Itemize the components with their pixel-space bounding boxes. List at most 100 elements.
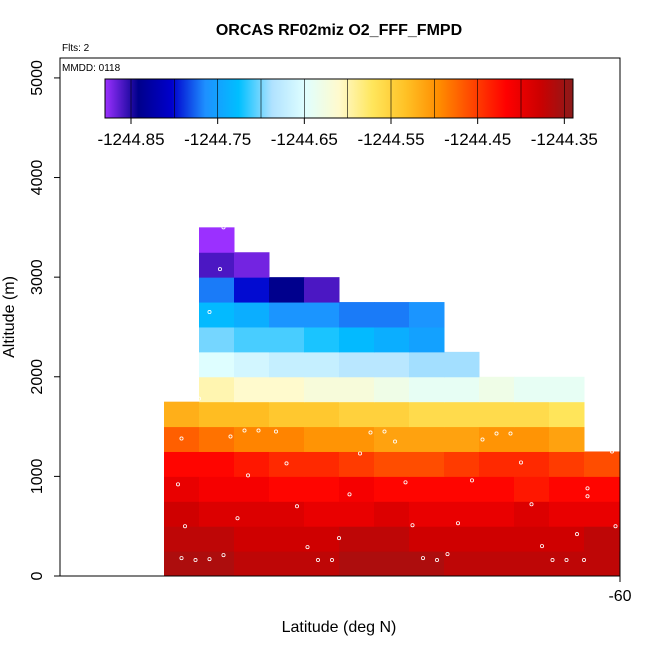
heatmap-cell: [374, 501, 410, 527]
sample-point: [305, 545, 310, 550]
heatmap-cell: [304, 277, 340, 303]
heatmap-cell: [444, 501, 480, 527]
sample-point: [420, 556, 425, 561]
heatmap-cell: [374, 526, 410, 552]
heatmap-cell: [444, 351, 480, 378]
sample-point: [245, 473, 250, 478]
heatmap-cell: [339, 551, 375, 577]
heatmap-cell: [549, 426, 585, 452]
heatmap-cell: [339, 302, 375, 328]
heatmap-cell: [339, 326, 375, 353]
heatmap-cell: [234, 551, 270, 577]
heatmap-cell: [409, 501, 445, 527]
sample-point: [242, 428, 247, 433]
heatmap-cell: [584, 551, 620, 577]
heatmap-cell: [409, 551, 445, 577]
heatmap-cell: [164, 501, 200, 527]
sample-point: [179, 436, 184, 441]
sample-point: [221, 225, 226, 230]
heatmap-cell: [234, 501, 270, 527]
heatmap-cell: [304, 376, 340, 403]
sample-point: [382, 429, 387, 434]
heatmap-cell: [304, 526, 340, 552]
heatmap-cell: [514, 401, 550, 428]
heatmap-cell: [269, 426, 305, 452]
heatmap-cell: [374, 351, 410, 378]
heatmap-cell: [339, 401, 375, 428]
sample-point: [392, 439, 397, 444]
colorbar-tick-label: -1244.75: [184, 130, 251, 149]
y-tick-label: 2000: [29, 359, 46, 395]
heatmap-cell: [374, 326, 410, 353]
sample-point: [610, 449, 615, 454]
sample-point: [273, 429, 278, 434]
sample-point: [508, 431, 513, 436]
y-tick-label: 3000: [29, 259, 46, 295]
heatmap-cell: [269, 351, 305, 378]
heatmap-cell: [234, 351, 270, 378]
heatmap-cell: [234, 476, 270, 502]
heatmap-cell: [234, 426, 270, 452]
sample-point: [529, 502, 534, 507]
heatmap-cell: [199, 252, 235, 278]
heatmap-cell: [164, 451, 200, 477]
heatmap-cell: [444, 476, 480, 502]
heatmap-cell: [269, 526, 305, 552]
heatmap-cell: [234, 401, 270, 428]
sample-point: [561, 351, 566, 356]
heatmap-cell: [514, 426, 550, 452]
heatmap-cell: [234, 277, 270, 303]
heatmap-cell: [199, 526, 235, 552]
sample-point: [207, 310, 212, 315]
heatmap-cell: [444, 426, 480, 452]
sample-point: [550, 558, 555, 563]
heatmap-cell: [269, 302, 305, 328]
y-tick-label: 5000: [29, 60, 46, 96]
x-tick-label: -60: [608, 588, 631, 605]
heatmap-cell: [164, 476, 200, 502]
heatmap-cell: [549, 376, 585, 403]
heatmap-cell: [549, 476, 585, 502]
sample-point: [235, 516, 240, 521]
heatmap-cell: [374, 451, 410, 477]
sample-point: [469, 478, 474, 483]
heatmap-cell: [269, 551, 305, 577]
sample-point: [613, 524, 618, 529]
x-axis-label: Latitude (deg N): [282, 619, 397, 636]
sample-point: [403, 480, 408, 485]
sample-point: [315, 558, 320, 563]
heatmap-cell: [549, 451, 585, 477]
heatmap-cell: [479, 426, 515, 452]
heatmap-cell: [339, 426, 375, 452]
chart-title: ORCAS RF02miz O2_FFF_FMPD: [216, 22, 462, 39]
colorbar-tick-label: -1244.85: [97, 130, 164, 149]
sample-point: [357, 451, 362, 456]
sample-point: [585, 494, 590, 499]
colorbar: -1244.85 -1244.75 -1244.65 -1244.55 -1244.45…: [97, 78, 598, 149]
heatmap-cell: [269, 401, 305, 428]
heatmap-cell: [199, 501, 235, 527]
heatmap-cell: [269, 451, 305, 477]
sample-point: [221, 553, 226, 558]
heatmap-cell: [374, 302, 410, 328]
heatmap-cell: [409, 426, 445, 452]
sample-point: [585, 486, 590, 491]
x-axis: -60: [608, 576, 632, 605]
heatmap-cell: [234, 451, 270, 477]
heatmap-cell: [269, 476, 305, 502]
sample-points: [175, 225, 650, 563]
heatmap-cell: [584, 476, 620, 502]
heatmap-cell: [304, 451, 340, 477]
sample-point: [217, 267, 222, 272]
heatmap-cell: [374, 551, 410, 577]
heatmap-cell: [339, 351, 375, 378]
sample-point: [599, 440, 604, 445]
heatmap-cell: [444, 526, 480, 552]
heatmap-cell: [549, 501, 585, 527]
sample-point: [284, 461, 289, 466]
sample-point: [575, 532, 580, 537]
heatmap-cell: [584, 501, 620, 527]
heatmap-cell: [304, 551, 340, 577]
colorbar-tick-label: -1244.45: [444, 130, 511, 149]
heatmap-cell: [269, 326, 305, 353]
